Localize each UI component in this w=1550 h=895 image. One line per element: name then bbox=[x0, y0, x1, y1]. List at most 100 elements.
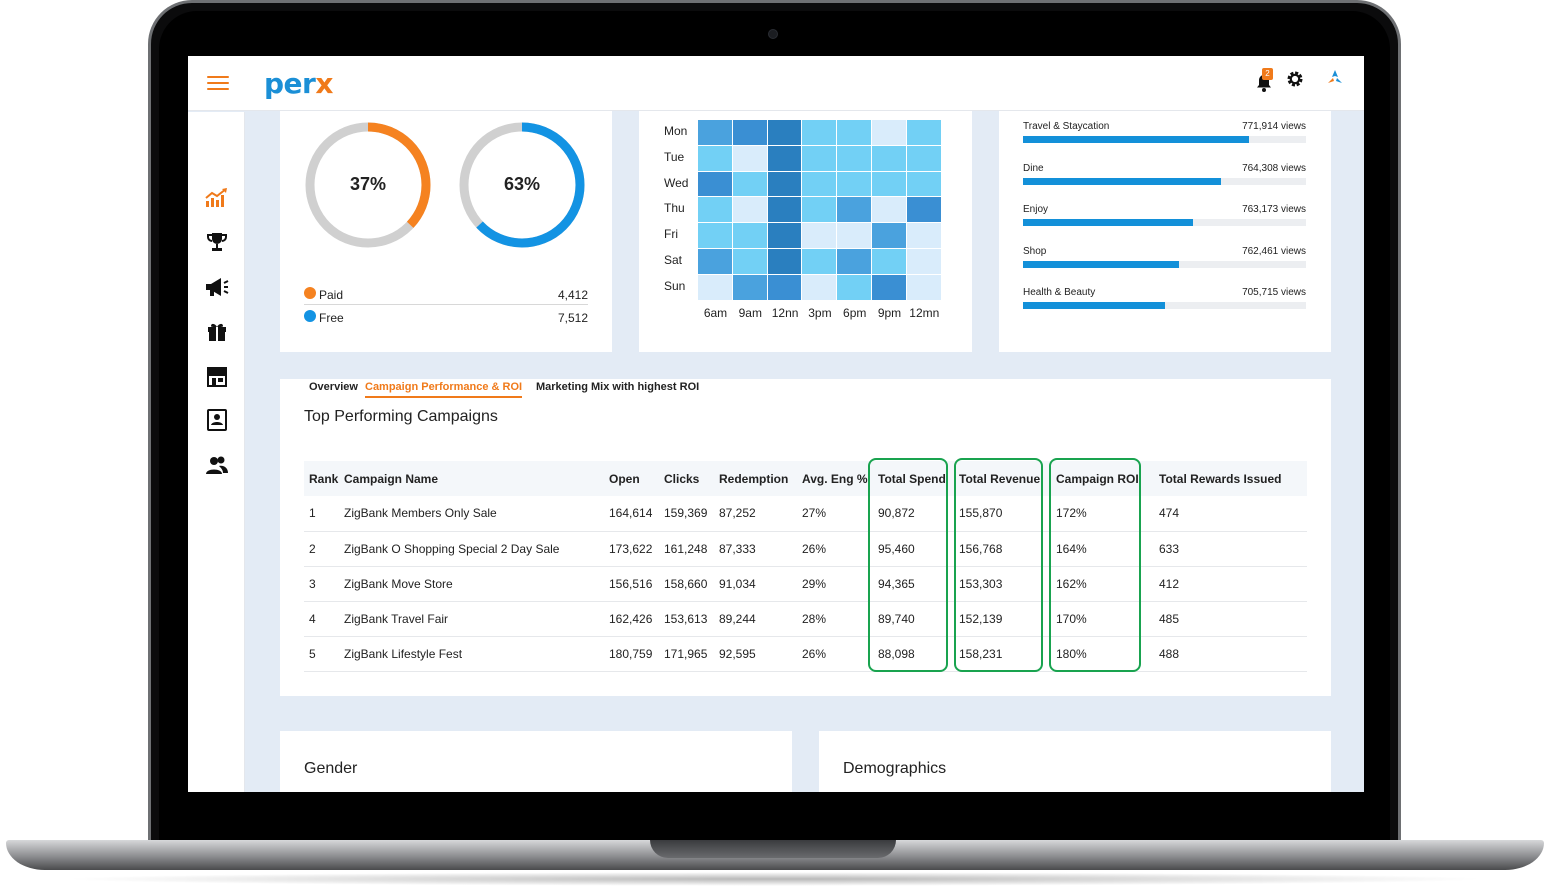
heatmap-day-label: Tue bbox=[664, 149, 685, 164]
legend-row-paid: Paid 4,412 bbox=[304, 285, 588, 305]
heatmap-cell bbox=[837, 145, 871, 171]
laptop-shadow bbox=[60, 872, 1490, 886]
table-cell: 488 bbox=[1154, 636, 1307, 672]
sidebar-item-gifts[interactable] bbox=[204, 318, 230, 344]
category-name: Health & Beauty bbox=[1023, 287, 1096, 298]
table-row[interactable]: 3 ZigBank Move Store 156,516 158,660 91,034 2… bbox=[304, 566, 1307, 602]
column-header[interactable]: Total Rewards Issued bbox=[1154, 461, 1307, 496]
heatmap-cell bbox=[837, 171, 871, 197]
column-header[interactable]: Rank bbox=[304, 461, 339, 496]
table-cell: 153,613 bbox=[659, 601, 714, 637]
category-name: Shop bbox=[1023, 245, 1047, 257]
demographics-card bbox=[819, 731, 1331, 792]
views-bar-track bbox=[1023, 302, 1306, 309]
table-row[interactable]: 1 ZigBank Members Only Sale 164,614 159,369… bbox=[304, 496, 1307, 532]
table-cell: 27% bbox=[797, 496, 873, 532]
views-bar-fill bbox=[1023, 177, 1222, 185]
heatmap-cell bbox=[698, 249, 732, 274]
table-cell: ZigBank Move Store bbox=[339, 566, 604, 602]
heatmap-cell bbox=[802, 249, 837, 274]
column-header[interactable]: Campaign Name bbox=[339, 461, 604, 496]
table-cell: 90,872 bbox=[873, 496, 954, 532]
sidebar-item-users[interactable] bbox=[204, 452, 230, 478]
table-cell: 474 bbox=[1154, 496, 1307, 532]
contact-card-icon bbox=[207, 409, 227, 431]
category-views-card bbox=[999, 111, 1331, 352]
column-header[interactable]: Total Revenue bbox=[954, 461, 1051, 496]
sidebar-item-contacts[interactable] bbox=[204, 407, 230, 433]
free-legend-dot bbox=[304, 310, 316, 322]
table-row[interactable]: 5 ZigBank Lifestyle Fest 180,759 171,965 92,… bbox=[304, 636, 1307, 672]
table-row[interactable]: 2 ZigBank O Shopping Special 2 Day Sale 17… bbox=[304, 531, 1307, 567]
heatmap-cell bbox=[767, 120, 802, 145]
heatmap-time-label: 12nn bbox=[771, 306, 799, 320]
table-cell: 26% bbox=[797, 531, 873, 567]
tab-overview[interactable]: Overview bbox=[309, 381, 358, 393]
heatmap-time-label: 12mn bbox=[909, 306, 940, 320]
table-cell: 158,231 bbox=[954, 636, 1051, 672]
column-header[interactable]: Redemption bbox=[714, 461, 797, 496]
tab-marketing-mix[interactable]: Marketing Mix with highest ROI bbox=[536, 381, 700, 393]
heatmap-cell bbox=[906, 223, 941, 248]
column-header[interactable]: Avg. Eng % bbox=[797, 461, 873, 496]
gender-title: Gender bbox=[304, 760, 358, 777]
heatmap-cell bbox=[698, 274, 732, 300]
column-header[interactable]: Campaign ROI bbox=[1051, 461, 1154, 496]
trophy-icon bbox=[207, 233, 227, 251]
views-bar-track bbox=[1023, 260, 1306, 268]
heatmap-cell bbox=[732, 145, 767, 171]
table-cell: 92,595 bbox=[714, 636, 797, 672]
table-cell: 1 bbox=[304, 496, 339, 532]
table-cell: 5 bbox=[304, 636, 339, 672]
perx-logo[interactable]: perx bbox=[264, 67, 333, 100]
heatmap-cell bbox=[802, 197, 837, 223]
gear-icon[interactable] bbox=[1285, 69, 1305, 89]
free-percent-label: 63% bbox=[503, 174, 541, 194]
column-header[interactable]: Clicks bbox=[659, 461, 714, 496]
heatmap-cell bbox=[837, 197, 871, 223]
category-name: Enjoy bbox=[1023, 204, 1049, 215]
heatmap-cell bbox=[732, 223, 767, 248]
sidebar-item-rewards[interactable] bbox=[204, 229, 230, 255]
campaigns-table: Rank Campaign Name Open Clicks Redemption Avg… bbox=[304, 461, 1307, 672]
notification-badge: 2 bbox=[1262, 68, 1273, 80]
legend-label: Free bbox=[319, 311, 344, 325]
category-views-row: Shop 762,461 views bbox=[1023, 246, 1306, 286]
heatmap-cell bbox=[872, 249, 906, 274]
column-header[interactable]: Open bbox=[604, 461, 659, 496]
table-cell: 172% bbox=[1051, 496, 1154, 532]
heatmap-cell bbox=[698, 197, 732, 223]
category-name: Dine bbox=[1023, 162, 1044, 174]
column-header[interactable]: Total Spend bbox=[873, 461, 954, 496]
storefront-icon bbox=[207, 367, 227, 387]
hamburger-menu-icon[interactable] bbox=[207, 76, 229, 90]
table-cell: 412 bbox=[1154, 566, 1307, 602]
heatmap-cell bbox=[767, 171, 802, 197]
category-views-row: Enjoy 763,173 views bbox=[1023, 204, 1306, 244]
heatmap-cell bbox=[872, 145, 906, 171]
gender-card bbox=[280, 731, 792, 792]
total-revenue-highlight bbox=[954, 458, 1043, 672]
table-cell: 28% bbox=[797, 601, 873, 637]
sidebar-item-analytics[interactable] bbox=[204, 185, 230, 211]
tab-campaign-performance[interactable]: Campaign Performance & ROI bbox=[365, 381, 523, 398]
heatmap-cell bbox=[802, 223, 837, 248]
views-bar-fill bbox=[1023, 219, 1193, 226]
brand-logo-icon[interactable] bbox=[1325, 68, 1345, 88]
heatmap-cell bbox=[872, 197, 906, 223]
legend-value: 4,412 bbox=[557, 288, 588, 302]
heatmap-cell bbox=[906, 197, 941, 223]
sidebar-item-campaigns[interactable] bbox=[204, 274, 230, 300]
table-cell: 162% bbox=[1051, 566, 1154, 602]
campaign-roi-highlight bbox=[1049, 458, 1141, 672]
table-cell: 161,248 bbox=[659, 531, 714, 567]
category-views-row: Dine 764,308 views bbox=[1023, 163, 1306, 203]
table-row[interactable]: 4 ZigBank Travel Fair 162,426 153,613 89,244… bbox=[304, 601, 1307, 637]
views-bar-fill bbox=[1023, 260, 1179, 268]
gift-icon bbox=[208, 323, 226, 341]
heatmap-cell bbox=[837, 274, 871, 300]
table-cell: 26% bbox=[797, 636, 873, 672]
sidebar-item-merchants[interactable] bbox=[204, 363, 230, 389]
megaphone-icon bbox=[206, 278, 229, 296]
table-cell: 158,660 bbox=[659, 566, 714, 602]
